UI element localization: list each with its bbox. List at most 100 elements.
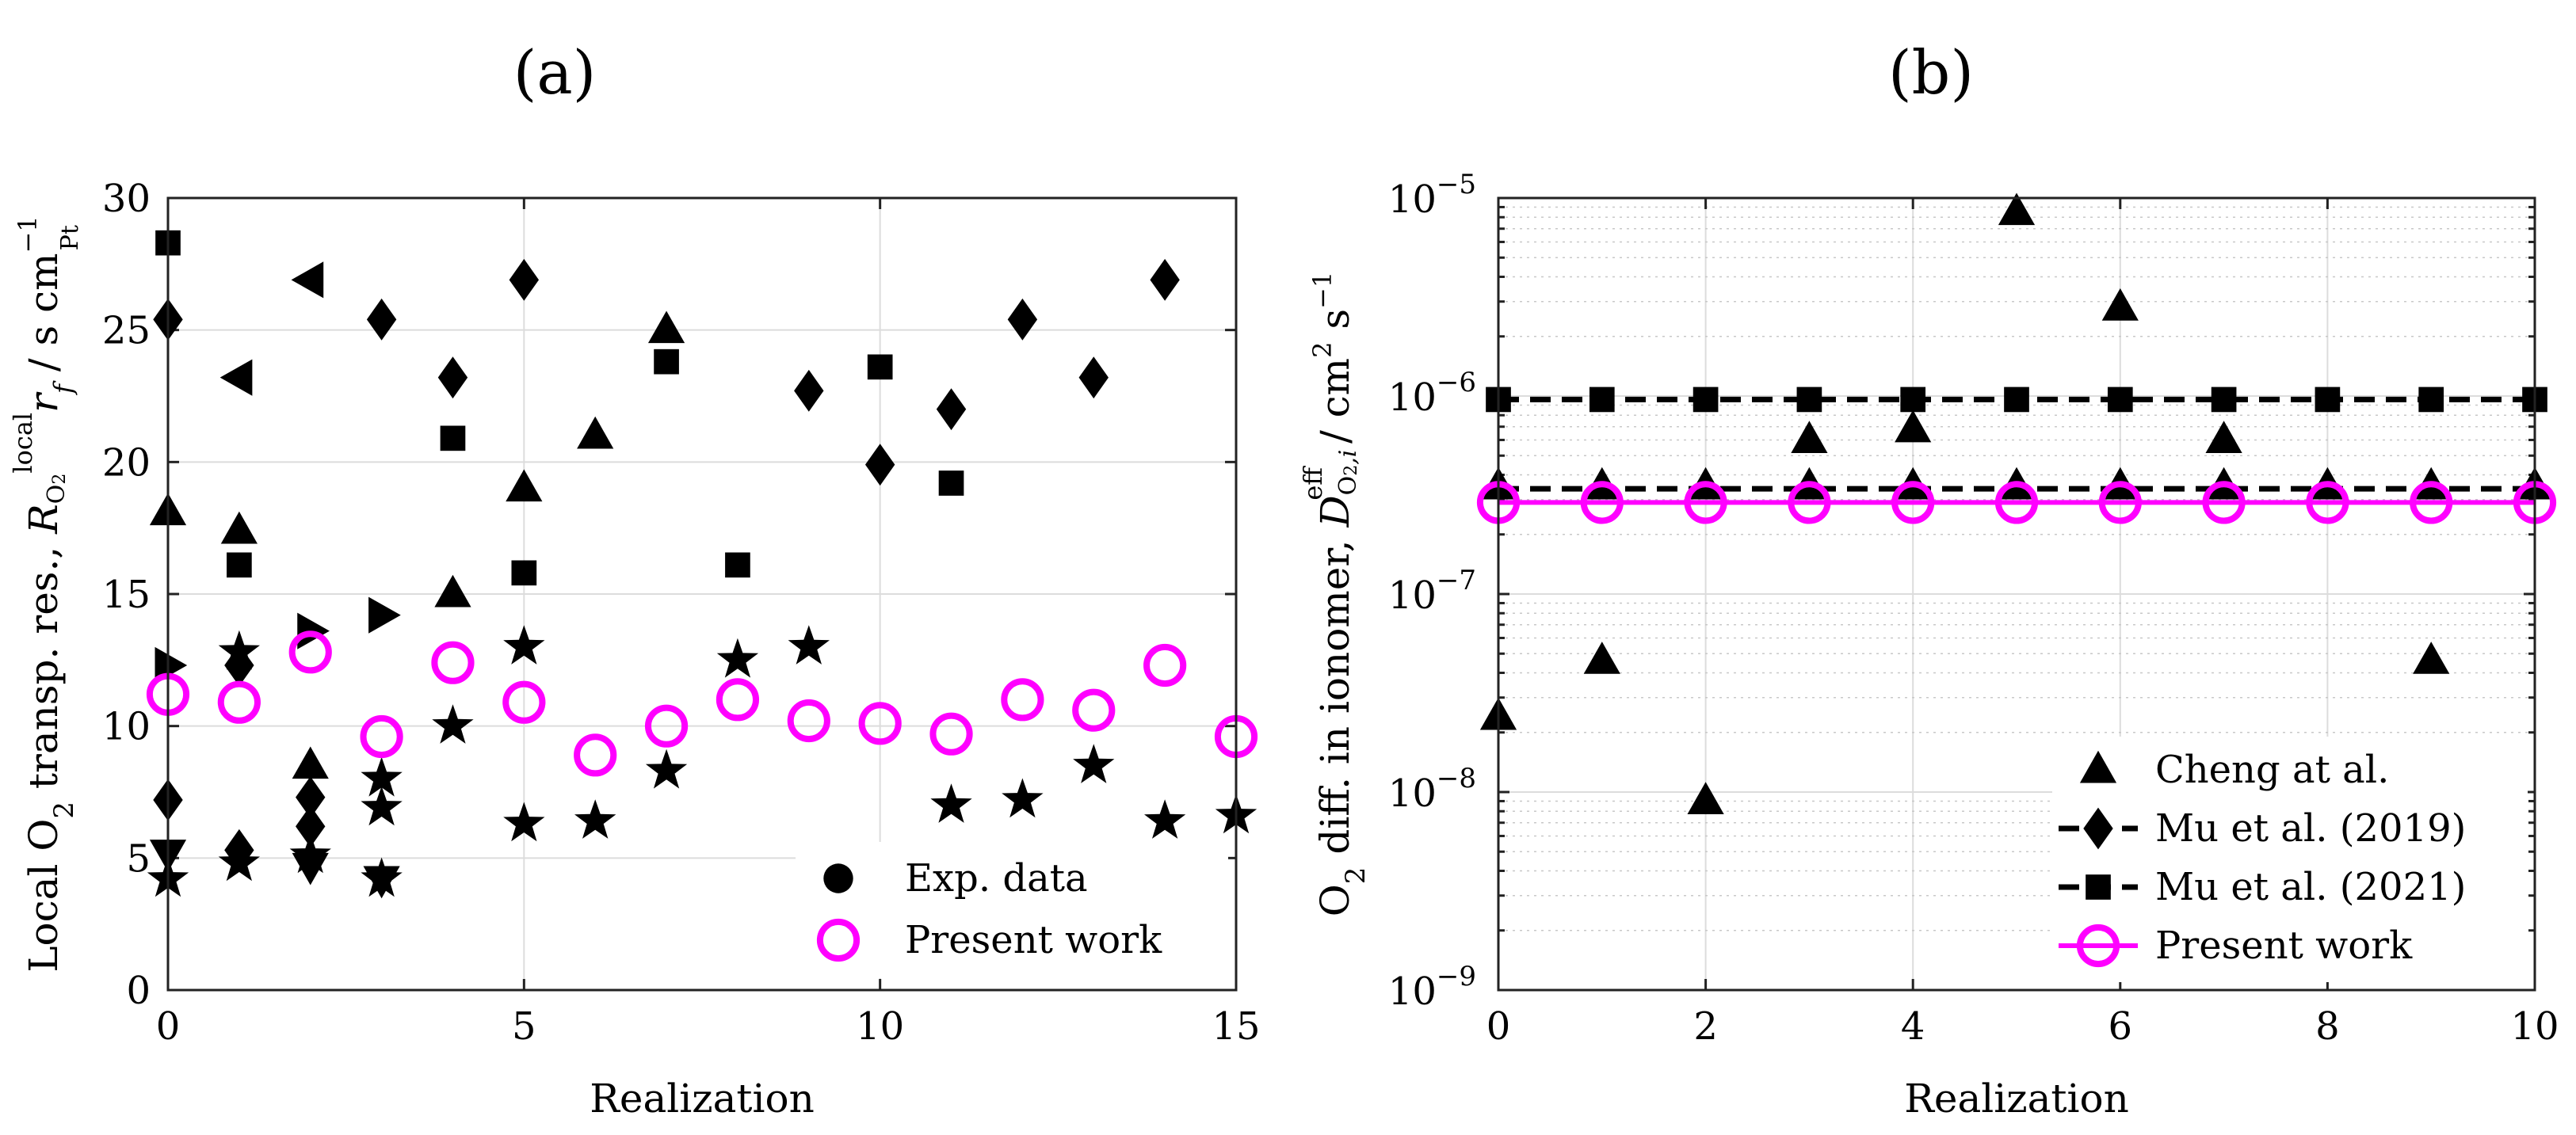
panel-a-point-exp-data-star [361,857,403,897]
panel-a-point-exp-data-triangle-left [291,261,324,299]
panel-a-y-tick-label: 5 [126,836,151,881]
panel-a-point-exp-data-star [1073,744,1115,783]
panel-a-point-present-work [574,733,617,777]
panel-a-point-present-work [716,678,760,722]
panel-b-y-tick-label: 10−5 [1388,169,1476,222]
panel-b: (b) 0 2 4 6 8 10 10−9 10−8 10−7 10−6 10−5 Cheng at… [1298,37,2559,1122]
panel-a-point-exp-data-triangle-up [292,746,329,779]
panel-a-point-exp-data-star [1144,799,1186,839]
panel-b-point-cheng-at-al [1998,192,2036,226]
panel-b-point-mu-et-al-2021 [1589,387,1615,413]
panel-a-point-present-work [360,714,403,759]
panel-a-point-present-work [288,630,332,674]
panel-a-point-exp-data-star [645,748,688,789]
panel-b-point-present-work [2202,481,2246,524]
panel-b-point-present-work [1684,481,1727,524]
panel-b-y-tick-label: 10−7 [1388,565,1476,618]
panel-b-point-present-work [1891,481,1935,524]
panel-a-y-axis-title: Local O2 transp. res., RO2localrf / s cm… [8,215,84,972]
panel-b-x-tick-label: 8 [2315,1004,2340,1049]
panel-a-y-tick-label: 20 [102,440,151,485]
panel-a-x-tick-label: 15 [1212,1004,1260,1049]
panel-a-point-exp-data-diamond [296,805,326,847]
panel-b-x-tick-label: 4 [1901,1004,1925,1049]
panel-b-y-tick-label: 10−6 [1388,367,1476,420]
panel-a-point-exp-data-star [930,783,972,823]
panel-b-point-mu-et-al-2021 [2211,387,2237,413]
panel-a-point-exp-data-star [503,625,545,665]
panel-b-legend-box [2052,737,2528,982]
panel-a-legend-marker [823,863,853,893]
panel-a-point-exp-data-star [503,802,545,842]
panel-a-point-present-work [431,641,475,684]
panel-a-y-tick-label: 25 [102,309,151,353]
panel-a-point-present-work [787,699,830,743]
panel-a-y-tick-label: 15 [102,573,151,617]
panel-a-point-exp-data-square [938,470,964,496]
panel-b-point-present-work [1580,481,1624,524]
panel-b-x-tick-label: 2 [1693,1004,1718,1049]
panel-a-ticks: 0 5 10 15 0 5 10 15 20 25 30 [102,177,1261,1049]
panel-b-point-cheng-at-al [1895,409,1932,443]
panel-a-point-exp-data-diamond [794,369,824,412]
panel-a-point-exp-data-diamond [366,298,397,341]
panel-b-point-mu-et-al-2021 [1796,387,1822,413]
panel-b-point-mu-et-al-2021 [2315,387,2341,413]
panel-a-point-exp-data-star [716,638,759,678]
panel-b-axes-frame [1497,196,2536,992]
panel-b-legend-label: Mu et al. (2021) [2155,865,2466,909]
panel-a-point-exp-data-star [574,799,616,839]
panel-a-legend-box [796,842,1228,978]
panel-a-legend-label: Present work [905,918,1162,962]
panel-a-point-exp-data-star [788,625,830,665]
panel-a-point-exp-data-triangle-up [577,416,614,449]
panel-a-point-exp-data-square [227,552,252,578]
panel-a-point-exp-data-diamond [509,258,540,301]
panel-a-y-tick-label: 10 [102,705,151,749]
panel-b-point-present-work [2410,481,2453,524]
panel-a-point-exp-data-diamond [936,388,967,431]
panel-b-point-present-work [2306,481,2349,524]
panel-a-point-exp-data-star [361,786,403,826]
panel-a-axes-frame [166,196,1238,992]
panel-b-point-mu-et-al-2021 [2004,387,2029,413]
panel-b-point-present-work [1994,481,2039,524]
panel-a-point-exp-data-star [218,841,260,882]
panel-a-x-tick-label: 10 [856,1004,904,1049]
panel-b-y-tick-label: 10−8 [1388,763,1476,816]
panel-b-point-present-work [2098,481,2142,524]
panel-a-y-tick-label: 0 [126,969,151,1013]
panel-a-point-present-work [217,680,261,724]
panel-a-x-axis-title: Realization [590,1076,815,1122]
panel-a-point-present-work [1143,643,1187,687]
panel-a-point-present-work [858,702,902,745]
panel-b-point-cheng-at-al [1583,642,1620,674]
panel-a-point-exp-data-square [654,348,679,375]
panel-a-point-exp-data-diamond [296,776,326,819]
panel-a-x-tick-label: 5 [512,1004,536,1049]
panel-a-label: (a) [513,37,597,108]
panel-b-x-tick-label: 6 [2109,1004,2133,1049]
panel-a-legend-marker [816,918,861,962]
panel-a-point-exp-data-triangle-up [434,574,471,607]
panel-a-legend: Exp. data Present work [796,842,1228,978]
panel-a-point-present-work [644,704,689,748]
panel-b-legend-marker [2086,874,2111,900]
panel-a-point-present-work [1001,678,1044,722]
panel-a-x-tick-label: 0 [156,1004,181,1049]
panel-b-x-tick-label: 10 [2510,1004,2559,1049]
panel-b-point-cheng-at-al [1791,421,1828,453]
panel-b-point-cheng-at-al [2413,642,2450,674]
panel-b-legend-marker [2076,924,2120,968]
panel-b-legend-label: Present work [2155,924,2413,968]
panel-b-legend-label: Mu et al. (2019) [2155,806,2466,851]
panel-a-point-exp-data-diamond [1078,356,1109,399]
panel-b-legend-marker [2083,807,2113,850]
panel-b-point-mu-et-al-2021 [1900,387,1926,413]
panel-a-point-present-work [929,712,973,756]
panel-a-point-exp-data-square [867,354,893,380]
panel-a-point-exp-data-star [1002,778,1044,818]
panel-a-point-exp-data-star [361,756,403,797]
panel-a-point-exp-data-star [289,833,331,874]
